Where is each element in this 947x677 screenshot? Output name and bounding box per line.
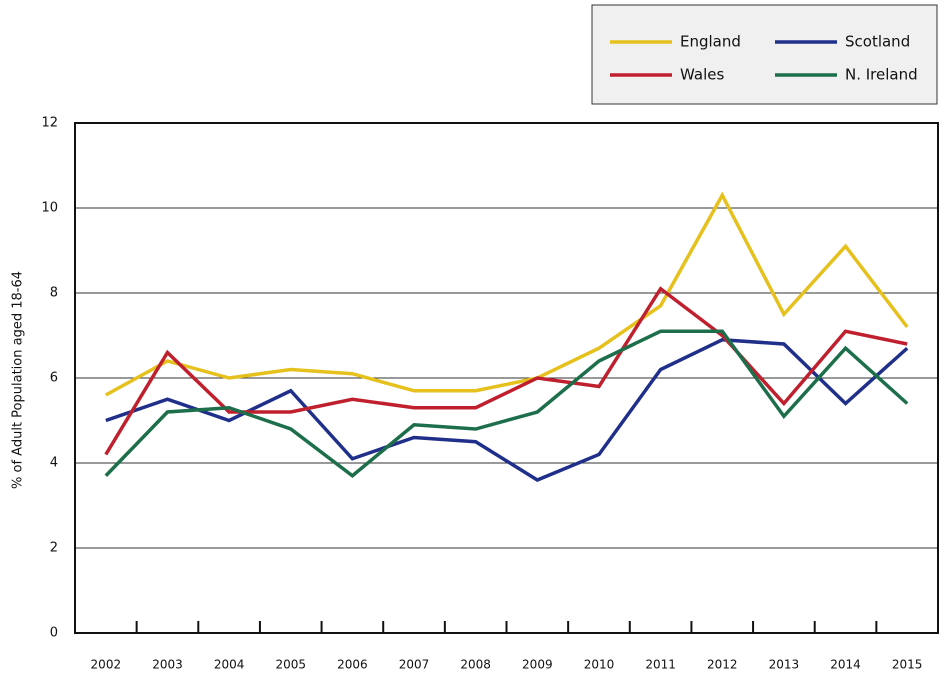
legend-label: N. Ireland xyxy=(845,66,918,84)
series-line xyxy=(104,286,908,456)
x-tick-label: 2013 xyxy=(769,658,800,672)
series-line xyxy=(105,337,909,482)
x-tick-label: 2006 xyxy=(337,658,368,672)
plot-frame xyxy=(74,122,939,634)
y-tick-label: 4 xyxy=(50,456,58,471)
x-tick-label: 2002 xyxy=(91,658,122,672)
y-tick-label: 12 xyxy=(41,116,58,131)
x-tick-label: 2011 xyxy=(645,658,676,672)
y-tick-label: 8 xyxy=(50,286,58,301)
x-tick-label: 2014 xyxy=(830,658,861,672)
x-tick-label: 2008 xyxy=(460,658,491,672)
series-line xyxy=(104,329,909,478)
x-tick-label: 2004 xyxy=(214,658,245,672)
x-tick-label: 2009 xyxy=(522,658,553,672)
x-tick-label: 2007 xyxy=(399,658,430,672)
y-tick-label: 2 xyxy=(50,541,58,556)
y-tick-label: 6 xyxy=(50,371,58,386)
legend-box xyxy=(591,4,938,105)
series-line xyxy=(104,191,909,397)
x-tick-label: 2015 xyxy=(892,658,923,672)
y-tick-label: 0 xyxy=(50,626,58,641)
x-tick-label: 2005 xyxy=(275,658,306,672)
legend-label: Wales xyxy=(680,66,724,84)
y-tick-label: 10 xyxy=(41,201,58,216)
legend-label: Scotland xyxy=(845,33,910,51)
x-tick-label: 2010 xyxy=(584,658,615,672)
x-tick-label: 2003 xyxy=(152,658,183,672)
legend-label: England xyxy=(680,33,741,51)
y-axis-label: % of Adult Population aged 18-64 xyxy=(11,271,26,489)
x-tick-label: 2012 xyxy=(707,658,738,672)
